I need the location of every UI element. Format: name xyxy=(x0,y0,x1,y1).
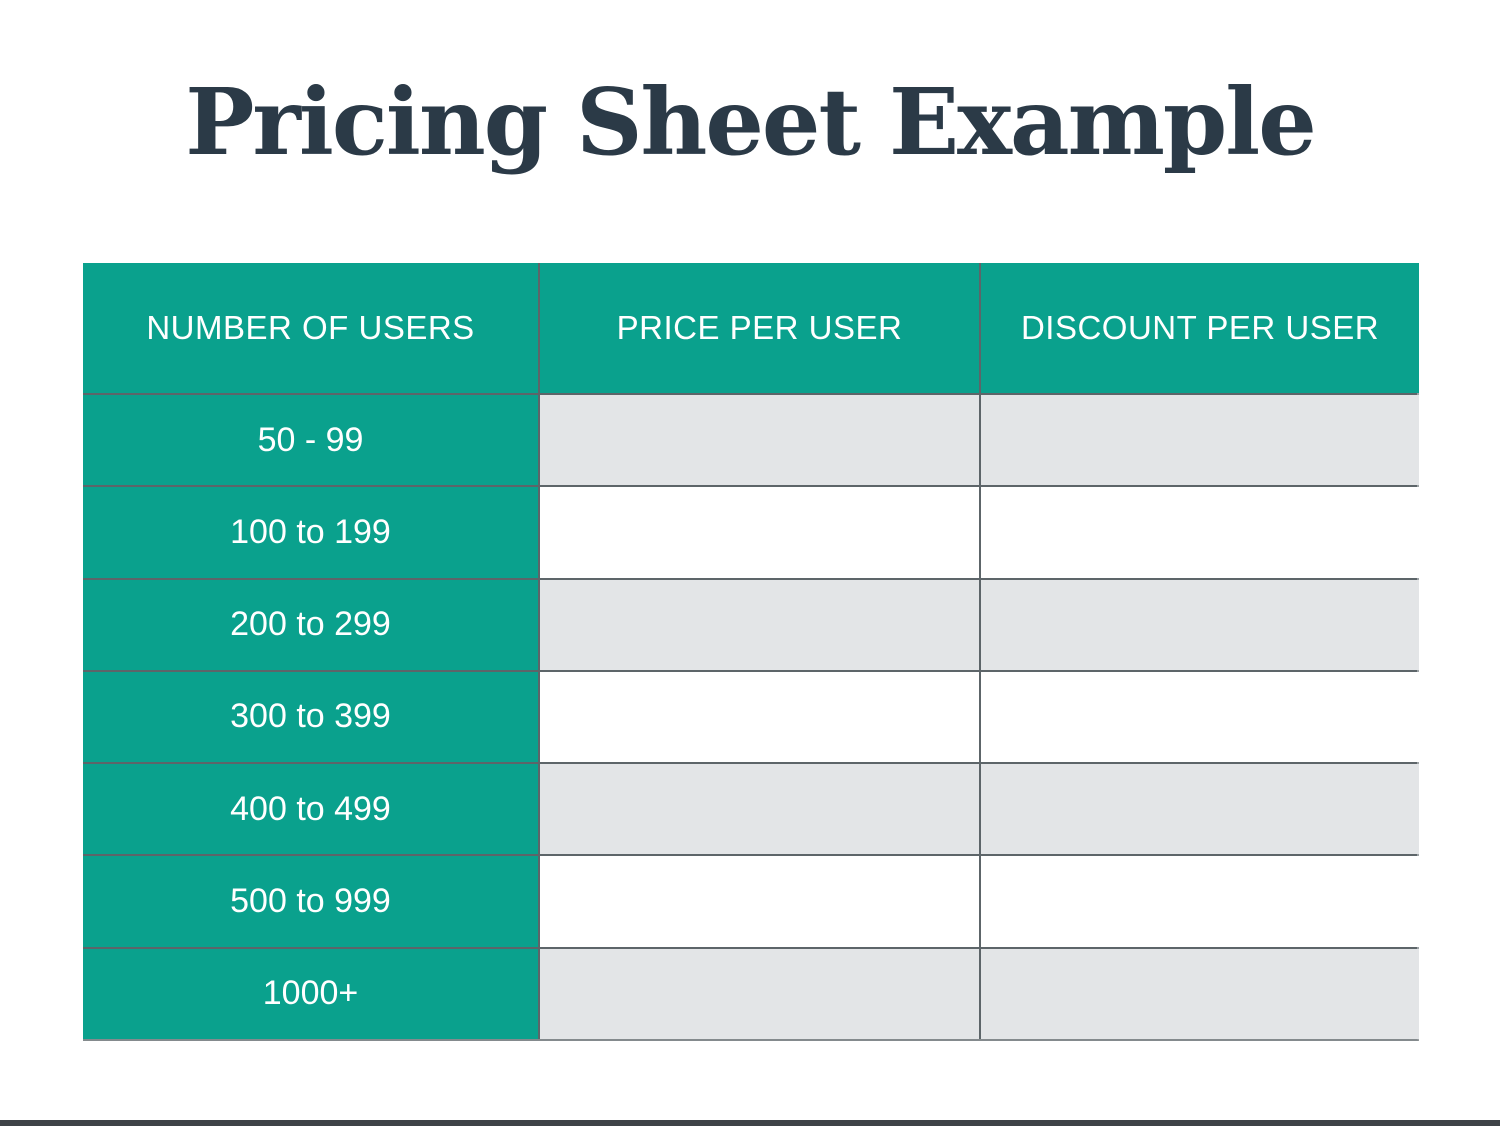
discount-cell xyxy=(981,671,1419,763)
pricing-table: NUMBER OF USERS PRICE PER USER DISCOUNT … xyxy=(83,263,1419,1041)
price-cell xyxy=(540,856,979,947)
discount-cell xyxy=(981,579,1419,670)
bottom-accent-bar xyxy=(0,1120,1500,1126)
discount-cell xyxy=(981,948,1419,1039)
users-range-cell: 500 to 999 xyxy=(83,856,538,947)
users-range-cell: 200 to 299 xyxy=(83,579,538,670)
users-range-cell: 300 to 399 xyxy=(83,671,538,763)
price-cell xyxy=(540,764,979,855)
price-cell xyxy=(540,395,979,486)
page-title: Pricing Sheet Example xyxy=(185,68,1316,176)
users-range-cell: 100 to 199 xyxy=(83,487,538,578)
header-price-per-user: PRICE PER USER xyxy=(540,263,979,393)
users-range-cell: 400 to 499 xyxy=(83,764,538,855)
price-cell xyxy=(540,487,979,578)
price-cell xyxy=(540,671,979,763)
price-cell xyxy=(540,948,979,1039)
users-range-cell: 50 - 99 xyxy=(83,395,538,486)
header-discount-per-user: DISCOUNT PER USER xyxy=(981,263,1419,393)
discount-cell xyxy=(981,395,1419,486)
price-cell xyxy=(540,579,979,670)
users-range-cell: 1000+ xyxy=(83,948,538,1039)
discount-cell xyxy=(981,487,1419,578)
header-number-of-users: NUMBER OF USERS xyxy=(83,263,538,393)
discount-cell xyxy=(981,764,1419,855)
discount-cell xyxy=(981,856,1419,947)
